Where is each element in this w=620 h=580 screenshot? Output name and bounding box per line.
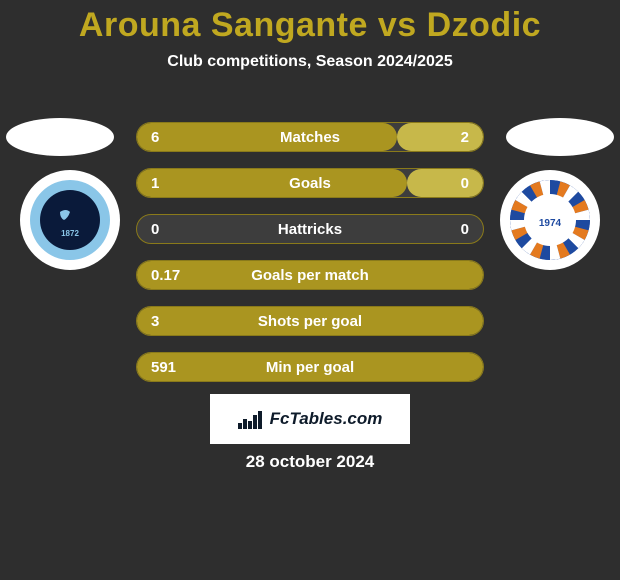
hac-crest-icon: 1872 bbox=[30, 180, 110, 260]
date-text: 28 october 2024 bbox=[0, 452, 620, 472]
stat-label: Goals bbox=[137, 169, 483, 198]
stat-label: Matches bbox=[137, 123, 483, 152]
stat-row: 6Matches2 bbox=[136, 122, 484, 152]
infographic-container: Arouna Sangante vs Dzodic Club competiti… bbox=[0, 0, 620, 580]
stat-label: Hattricks bbox=[137, 215, 483, 244]
player-photo-left bbox=[6, 118, 114, 156]
svg-text:1872: 1872 bbox=[61, 229, 79, 238]
brand-chart-icon bbox=[238, 409, 264, 429]
stat-label: Goals per match bbox=[137, 261, 483, 290]
brand-box: FcTables.com bbox=[210, 394, 410, 444]
mhsc-crest-icon: 1974 bbox=[510, 180, 590, 260]
page-subtitle: Club competitions, Season 2024/2025 bbox=[0, 53, 620, 71]
page-title: Arouna Sangante vs Dzodic bbox=[0, 0, 620, 45]
svg-text:1974: 1974 bbox=[539, 218, 562, 229]
stat-value-right: 2 bbox=[461, 123, 469, 152]
stat-row: 0.17Goals per match bbox=[136, 260, 484, 290]
player-photo-right bbox=[506, 118, 614, 156]
stat-row: 0Hattricks0 bbox=[136, 214, 484, 244]
stat-value-right: 0 bbox=[461, 169, 469, 198]
stat-row: 591Min per goal bbox=[136, 352, 484, 382]
club-badge-left: 1872 bbox=[20, 170, 120, 270]
stat-value-right: 0 bbox=[461, 215, 469, 244]
brand-text: FcTables.com bbox=[270, 409, 383, 429]
club-badge-right: 1974 bbox=[500, 170, 600, 270]
stat-label: Min per goal bbox=[137, 353, 483, 382]
stats-panel: 6Matches21Goals00Hattricks00.17Goals per… bbox=[136, 122, 484, 398]
stat-row: 1Goals0 bbox=[136, 168, 484, 198]
stat-row: 3Shots per goal bbox=[136, 306, 484, 336]
stat-label: Shots per goal bbox=[137, 307, 483, 336]
